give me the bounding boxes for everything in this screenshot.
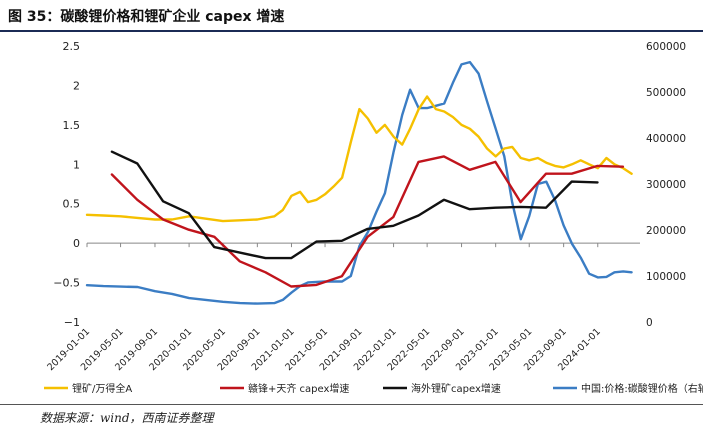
figure-title: 图 35：碳酸锂价格和锂矿企业 capex 增速	[8, 9, 285, 25]
left-tick-label: −1	[64, 316, 80, 329]
bottom-rule	[0, 404, 703, 405]
right-tick-label: 0	[646, 317, 653, 329]
right-tick-label: 300000	[646, 179, 686, 191]
right-tick-label: 400000	[646, 133, 686, 145]
series-line-1	[110, 155, 625, 288]
left-tick-label: 0.5	[63, 198, 81, 211]
left-tick-label: 1.5	[63, 119, 81, 132]
left-tick-label: 2.5	[63, 40, 81, 53]
series-line-2	[110, 150, 599, 260]
series-line-0	[85, 95, 633, 223]
left-tick-label: 2	[73, 79, 80, 92]
legend-label-0: 锂矿/万得全A	[72, 382, 132, 395]
right-tick-label: 600000	[646, 41, 686, 53]
axes: −1 −0.5 0 0.5 1 1.5 2 2.5 0 100000 200000 300000 400…	[45, 40, 686, 373]
left-tick-label: 0	[73, 237, 80, 250]
left-tick-label: −0.5	[53, 277, 80, 290]
right-tick-label: 200000	[646, 225, 686, 237]
right-tick-label: 100000	[646, 271, 686, 283]
legend: 锂矿/万得全A 赣锋+天齐 capex增速 海外锂矿capex增速 中国:价格:碳酸锂…	[44, 382, 703, 395]
series-layer	[85, 60, 633, 305]
chart: −1 −0.5 0 0.5 1 1.5 2 2.5 0 100000 200000 300000 400…	[44, 40, 703, 395]
series-line-3	[85, 60, 633, 305]
right-tick-label: 500000	[646, 87, 686, 99]
source-note: 数据来源：wind，西南证券整理	[40, 411, 214, 425]
legend-label-3: 中国:价格:碳酸锂价格（右轴，元）	[581, 382, 703, 395]
left-tick-label: 1	[73, 158, 80, 171]
legend-label-1: 赣锋+天齐 capex增速	[248, 382, 349, 395]
title-rule	[0, 30, 703, 32]
legend-label-2: 海外锂矿capex增速	[411, 382, 501, 395]
